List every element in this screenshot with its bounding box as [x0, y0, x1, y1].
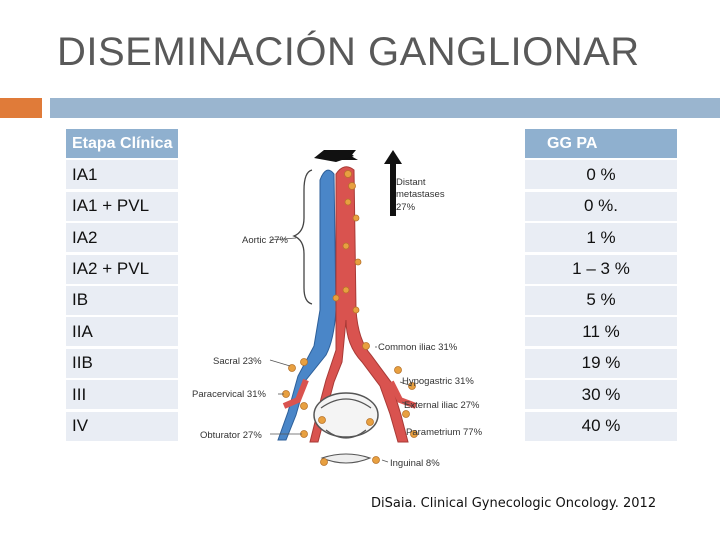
- label-common-iliac: Common iliac 31%: [378, 342, 458, 353]
- label-metastases: metastases: [396, 189, 445, 200]
- ggpa-column: GG PA 0 % 0 %. 1 % 1 – 3 % 5 % 11 % 19 %…: [525, 129, 677, 443]
- label-distant: Distant: [396, 177, 426, 188]
- uterus-outline: [313, 392, 379, 438]
- ggpa-cell: 5 %: [525, 285, 677, 315]
- ggpa-cell: 11 %: [525, 317, 677, 347]
- stage-cell: IA1 + PVL: [66, 191, 178, 221]
- label-paracervical: Paracervical 31%: [192, 389, 266, 400]
- stage-cell: IIB: [66, 348, 178, 378]
- label-external-iliac: External iliac 27%: [404, 400, 480, 411]
- lymph-nodes: [282, 170, 418, 466]
- ggpa-header: GG PA: [525, 129, 677, 158]
- label-distant-pct: 27%: [396, 202, 416, 213]
- label-obturator: Obturator 27%: [200, 430, 262, 441]
- ggpa-cell: 0 %: [525, 160, 677, 190]
- stage-cell: IA2 + PVL: [66, 254, 178, 284]
- slide-title: DISEMINACIÓN GANGLIONAR: [57, 30, 640, 74]
- inguinal-sketch: [320, 453, 372, 464]
- stage-cell: IA2: [66, 223, 178, 253]
- label-parametrium: Parametrium 77%: [406, 427, 483, 438]
- stage-cell: III: [66, 380, 178, 410]
- ggpa-cell: 19 %: [525, 348, 677, 378]
- aortic-bracket: [292, 169, 313, 305]
- ggpa-cell: 30 %: [525, 380, 677, 410]
- ggpa-cell: 0 %.: [525, 191, 677, 221]
- upward-arrow: [384, 150, 402, 164]
- ggpa-cell: 1 – 3 %: [525, 254, 677, 284]
- lymph-node-diagram: Distant metastases 27% Aortic 27% Common…: [192, 150, 483, 469]
- citation: DiSaia. Clinical Gynecologic Oncology. 2…: [371, 496, 657, 511]
- stage-column: Etapa Clínica IA1 IA1 + PVL IA2 IA2 + PV…: [66, 129, 178, 443]
- label-hypogastric: Hypogastric 31%: [402, 376, 474, 387]
- stage-cell: IV: [66, 411, 178, 441]
- ggpa-cell: 40 %: [525, 411, 677, 441]
- ggpa-cell: 1 %: [525, 223, 677, 253]
- stage-cell: IA1: [66, 160, 178, 190]
- stage-cell: IB: [66, 285, 178, 315]
- label-inguinal: Inguinal 8%: [390, 458, 440, 469]
- aorta: [309, 166, 409, 443]
- stage-cell: IIA: [66, 317, 178, 347]
- vena-cava: [277, 169, 337, 441]
- label-sacral: Sacral 23%: [213, 356, 262, 367]
- accent-bar-orange: [0, 98, 42, 118]
- label-aortic: Aortic 27%: [242, 235, 288, 246]
- stage-header: Etapa Clínica: [66, 129, 178, 158]
- accent-bar-blue: [50, 98, 720, 118]
